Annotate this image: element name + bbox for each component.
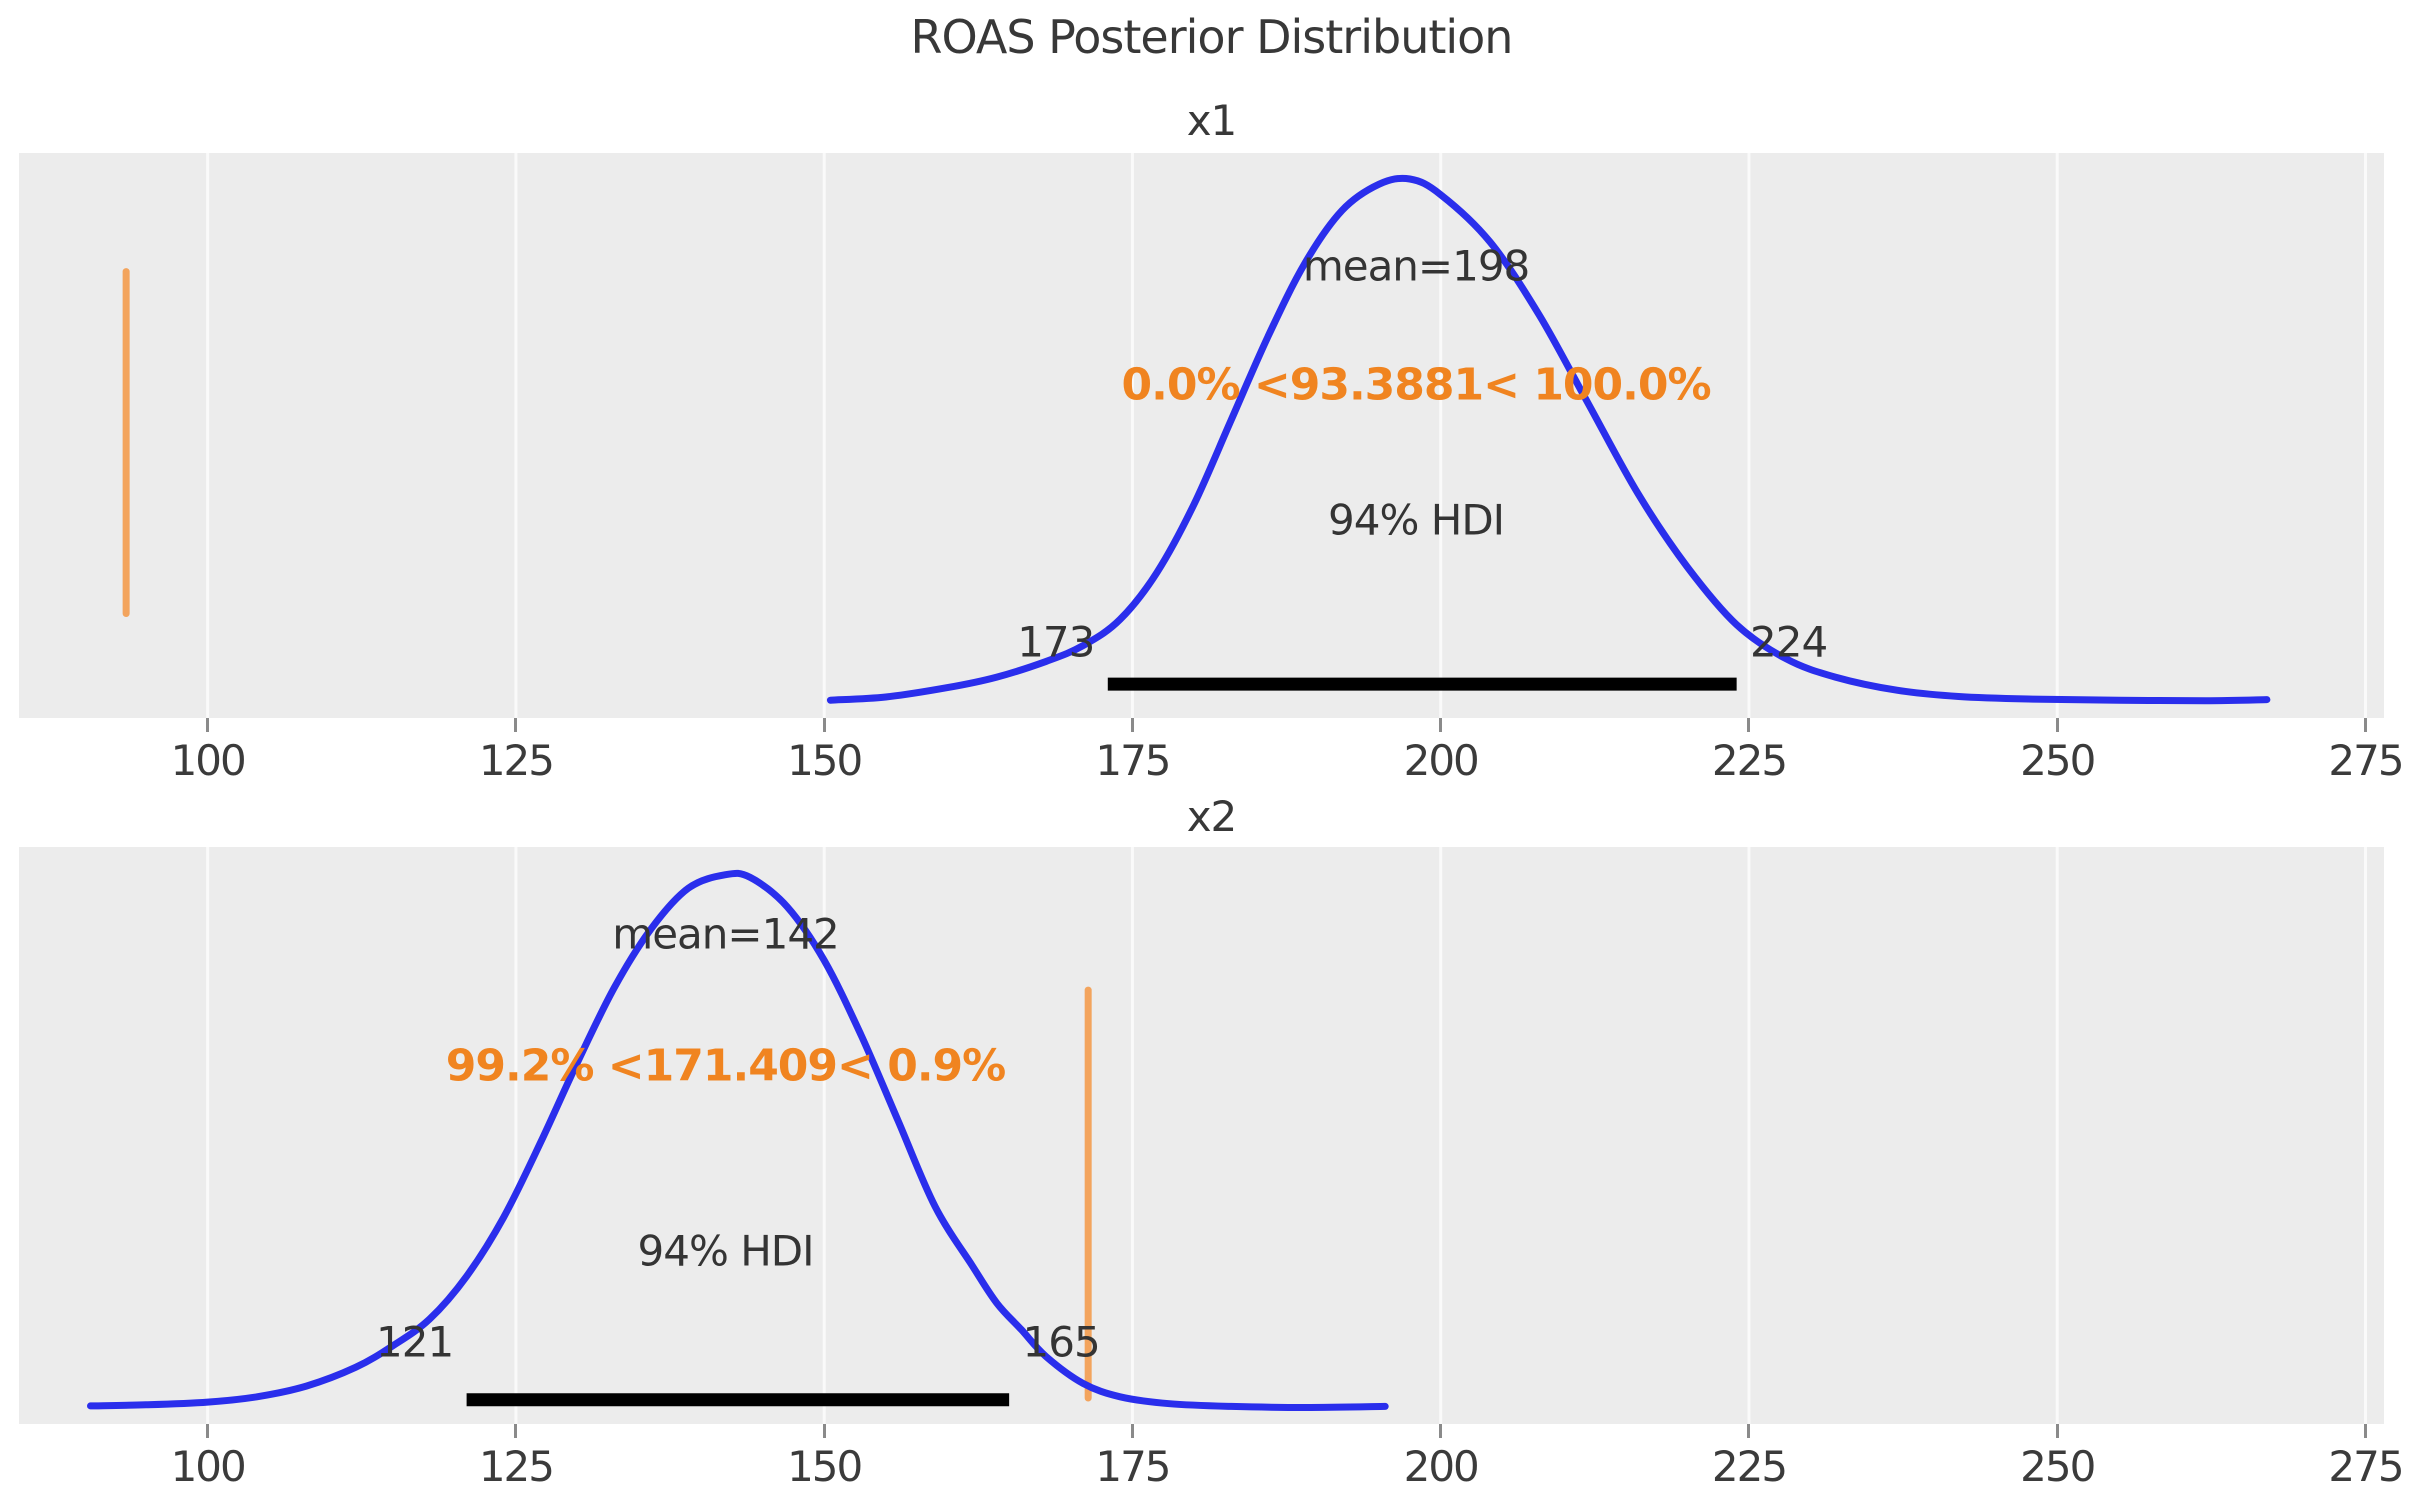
- x-tick-label: 100: [170, 736, 247, 785]
- hdi-lower-value-x1: 173: [1017, 617, 1095, 667]
- ref-val-label-x1: 0.0% <93.3881< 100.0%: [1121, 359, 1712, 411]
- x-tick-mark: [2364, 1424, 2367, 1438]
- x-tick-mark: [822, 1424, 826, 1438]
- hdi-label-x2: 94% HDI: [637, 1226, 815, 1276]
- kde-curve: [826, 174, 2271, 705]
- hdi-upper-value-x1: 224: [1750, 617, 1828, 667]
- x-tick-mark: [206, 718, 210, 732]
- subplot-title-x1: x1: [1186, 96, 1238, 145]
- x-tick-label: 150: [787, 736, 863, 785]
- x-tick-mark: [1439, 718, 1443, 732]
- x-tick-mark: [514, 1424, 518, 1438]
- figure-title: ROAS Posterior Distribution: [910, 10, 1514, 64]
- x-tick-mark: [2055, 718, 2059, 732]
- x-tick-label: 275: [2328, 736, 2404, 785]
- x-tick-mark: [1439, 1424, 1443, 1438]
- x-tick-mark: [1747, 1424, 1751, 1438]
- x-tick-label: 125: [478, 736, 555, 785]
- x-tick-mark: [2364, 718, 2367, 732]
- hdi-lower-value-x2: 121: [376, 1317, 454, 1367]
- hdi-label-x1: 94% HDI: [1328, 495, 1505, 545]
- x-tick-label: 200: [1403, 736, 1480, 785]
- x-tick-mark: [206, 1424, 210, 1438]
- x-tick-mark: [514, 718, 518, 732]
- x-tick-mark: [1747, 718, 1751, 732]
- plot-area-x1: mean=198 0.0% <93.3881< 100.0% 94% HDI 1…: [19, 153, 2384, 718]
- subplot-canvas-x2: [87, 847, 2368, 1424]
- x-tick-mark: [1130, 1424, 1134, 1438]
- x-tick-mark: [822, 718, 826, 732]
- mean-label-x1: mean=198: [1302, 241, 1530, 291]
- x-tick-label: 275: [2328, 1442, 2404, 1491]
- x-tick-mark: [2055, 1424, 2059, 1438]
- ref-val-label-x2: 99.2% <171.409< 0.9%: [445, 1040, 1006, 1092]
- x-tick-label: 125: [478, 1442, 555, 1491]
- subplot-canvas-x1: [122, 153, 2368, 718]
- hdi-upper-value-x2: 165: [1022, 1317, 1101, 1367]
- x-tick-label: 225: [1711, 1442, 1788, 1491]
- x-tick-label: 175: [1095, 736, 1171, 785]
- x-tick-mark: [1130, 718, 1134, 732]
- x-tick-label: 150: [787, 1442, 863, 1491]
- subplot-title-x2: x2: [1186, 792, 1238, 841]
- kde-curve: [87, 869, 1389, 1411]
- mean-label-x2: mean=142: [612, 909, 839, 959]
- x-tick-label: 250: [2020, 1442, 2096, 1491]
- x-tick-label: 250: [2020, 736, 2096, 785]
- x-tick-label: 100: [170, 1442, 247, 1491]
- x-tick-label: 200: [1403, 1442, 1480, 1491]
- plot-area-x2: mean=142 99.2% <171.409< 0.9% 94% HDI 12…: [19, 847, 2384, 1424]
- x-tick-label: 225: [1711, 736, 1788, 785]
- x-tick-label: 175: [1095, 1442, 1171, 1491]
